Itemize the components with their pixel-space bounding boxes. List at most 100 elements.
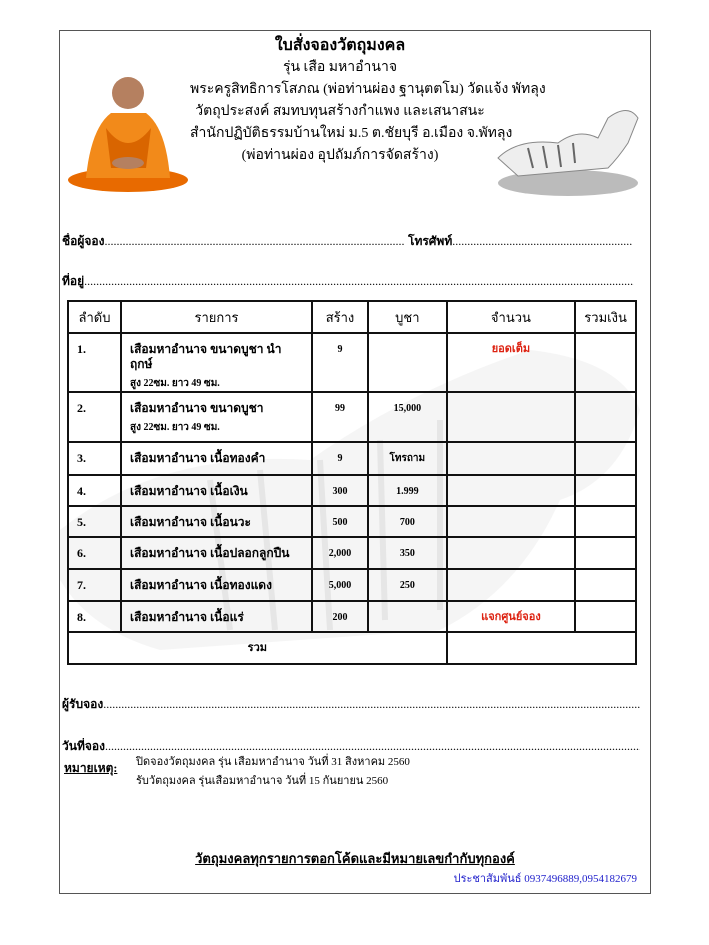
row-no: 6. [67, 536, 122, 570]
row-item: เสือมหาอำนาจ เนื้อแร่ [119, 600, 314, 633]
phone-field[interactable]: โทรศัพท์................................… [408, 234, 632, 248]
page-border [59, 30, 651, 894]
code-notice: วัตถุมงคลทุกรายการตอกโค้ดและมีหมายเลขกำก… [195, 851, 515, 866]
row-made: 2,000 [311, 536, 369, 570]
col-header-made: สร้าง [311, 300, 369, 334]
row-price: 15,000 [366, 391, 448, 443]
name-field[interactable]: ชื่อผู้จอง..............................… [62, 234, 405, 248]
table-row: 6. เสือมหาอำนาจ เนื้อปลอกลูกปืน 2,000 35… [67, 536, 637, 570]
row-no: 2. [67, 391, 122, 443]
row-price [366, 332, 448, 393]
table-row: 7. เสือมหาอำนาจ เนื้อทองแดง 5,000 250 [67, 568, 637, 602]
row-item: เสือมหาอำนาจ ขนาดบูชาสูง 22ซม. ยาว 49 ซม… [119, 391, 314, 443]
header-line: วัตถุประสงค์ สมทบทุนสร้างกำแพง และเสนาสน… [195, 104, 485, 119]
col-header-no: ลำดับ [67, 300, 122, 334]
row-no: 5. [67, 505, 122, 538]
row-total[interactable] [574, 568, 637, 602]
row-no: 7. [67, 568, 122, 602]
row-total[interactable] [574, 441, 637, 476]
header-line: พระครูสิทธิการโสภณ (พ่อท่านผ่อง ฐานุตตโม… [190, 82, 546, 97]
col-header-total: รวมเงิน [574, 300, 637, 334]
row-total[interactable] [574, 474, 637, 507]
sum-value[interactable] [445, 631, 638, 665]
sum-label: รวม [67, 631, 448, 665]
row-item: เสือมหาอำนาจ เนื้อทองแดง [119, 568, 314, 602]
item-name: เสือมหาอำนาจ ขนาดบูชา [129, 401, 264, 415]
order-table: ลำดับ รายการ สร้าง บูชา จำนวน รวมเงิน 1.… [67, 300, 638, 665]
header-line: (พ่อท่านผ่อง อุปถัมภ์การจัดสร้าง) [241, 148, 439, 163]
row-no: 8. [67, 600, 122, 633]
tiger-statue-image [497, 110, 639, 196]
monk-photo [68, 77, 188, 192]
item-name: เสือมหาอำนาจ ขนาดบูชา นำฤกษ์ [129, 342, 282, 371]
note-line: รับวัตถุมงคล รุ่นเสือมหาอำนาจ วันที่ 15 … [136, 775, 389, 787]
form-title: ใบสั่งจองวัตถุมงคล [274, 37, 406, 54]
phone-label: โทรศัพท์ [408, 234, 453, 248]
row-price: 700 [366, 505, 448, 538]
row-price: โทรถาม [366, 441, 448, 476]
row-item: เสือมหาอำนาจ เนื้อเงิน [119, 474, 314, 507]
row-total[interactable] [574, 600, 637, 633]
header-line: รุ่น เสือ มหาอำนาจ [282, 60, 398, 75]
item-name: เสือมหาอำนาจ เนื้อเงิน [129, 484, 248, 498]
date-label: วันที่จอง [62, 739, 105, 753]
col-header-qty: จำนวน [445, 300, 577, 334]
row-total[interactable] [574, 391, 637, 443]
row-made: 500 [311, 505, 369, 538]
contact-info: ประชาสัมพันธ์ 0937496889,0954182679 [453, 873, 637, 885]
table-row: 3. เสือมหาอำนาจ เนื้อทองคำ 9 โทรถาม [67, 441, 637, 476]
table-row: 1. เสือมหาอำนาจ ขนาดบูชา นำฤกษ์สูง 22ซม.… [67, 332, 637, 393]
note-line: ปิดจองวัตถุมงคล รุ่น เสือมหาอำนาจ วันที่… [136, 756, 410, 768]
sum-row: รวม [67, 631, 638, 665]
row-made: 9 [311, 441, 369, 476]
header-line: สำนักปฏิบัติธรรมบ้านใหม่ ม.5 ต.ชัยบุรี อ… [190, 126, 513, 141]
row-price [366, 600, 448, 633]
row-qty[interactable] [445, 474, 577, 507]
row-no: 4. [67, 474, 122, 507]
receiver-field[interactable]: ผู้รับจอง...............................… [62, 697, 640, 711]
row-price: 1.999 [366, 474, 448, 507]
item-name: เสือมหาอำนาจ เนื้อแร่ [129, 610, 244, 624]
col-header-item: รายการ [119, 300, 314, 334]
date-field[interactable]: วันที่จอง...............................… [62, 739, 640, 753]
row-made: 99 [311, 391, 369, 443]
row-qty[interactable]: ยอดเต็ม [445, 332, 577, 393]
row-qty[interactable] [445, 568, 577, 602]
row-no: 1. [67, 332, 122, 393]
item-name: เสือมหาอำนาจ เนื้อปลอกลูกปืน [129, 546, 290, 560]
row-no: 3. [67, 441, 122, 476]
row-total[interactable] [574, 332, 637, 393]
row-made: 9 [311, 332, 369, 393]
row-qty[interactable] [445, 505, 577, 538]
item-size: สูง 22ซม. ยาว 49 ซม. [129, 422, 220, 433]
table-row: 2. เสือมหาอำนาจ ขนาดบูชาสูง 22ซม. ยาว 49… [67, 391, 637, 443]
item-name: เสือมหาอำนาจ เนื้อทองคำ [129, 451, 266, 465]
row-made: 200 [311, 600, 369, 633]
row-made: 5,000 [311, 568, 369, 602]
row-qty[interactable] [445, 391, 577, 443]
col-header-price: บูชา [366, 300, 448, 334]
table-row: 8. เสือมหาอำนาจ เนื้อแร่ 200 แจกศูนย์จอง [67, 600, 637, 633]
row-qty[interactable] [445, 536, 577, 570]
table-header-row: ลำดับ รายการ สร้าง บูชา จำนวน รวมเงิน [67, 300, 637, 334]
name-label: ชื่อผู้จอง [62, 234, 105, 248]
row-item: เสือมหาอำนาจ ขนาดบูชา นำฤกษ์สูง 22ซม. ยา… [119, 332, 314, 393]
row-item: เสือมหาอำนาจ เนื้อปลอกลูกปืน [119, 536, 314, 570]
row-made: 300 [311, 474, 369, 507]
note-label: หมายเหตุ: [64, 761, 118, 775]
item-size: สูง 22ซม. ยาว 49 ซม. [129, 378, 220, 389]
row-qty[interactable]: แจกศูนย์จอง [445, 600, 577, 633]
item-name: เสือมหาอำนาจ เนื้อทองแดง [129, 578, 272, 592]
row-total[interactable] [574, 505, 637, 538]
table-row: 5. เสือมหาอำนาจ เนื้อนวะ 500 700 [67, 505, 637, 538]
address-label: ที่อยู่ [62, 274, 85, 288]
row-total[interactable] [574, 536, 637, 570]
row-qty[interactable] [445, 441, 577, 476]
row-item: เสือมหาอำนาจ เนื้อนวะ [119, 505, 314, 538]
table-row: 4. เสือมหาอำนาจ เนื้อเงิน 300 1.999 [67, 474, 637, 507]
receiver-label: ผู้รับจอง [62, 697, 104, 711]
row-item: เสือมหาอำนาจ เนื้อทองคำ [119, 441, 314, 476]
row-price: 250 [366, 568, 448, 602]
item-name: เสือมหาอำนาจ เนื้อนวะ [129, 515, 251, 529]
address-field[interactable]: ที่อยู่.................................… [62, 274, 634, 288]
